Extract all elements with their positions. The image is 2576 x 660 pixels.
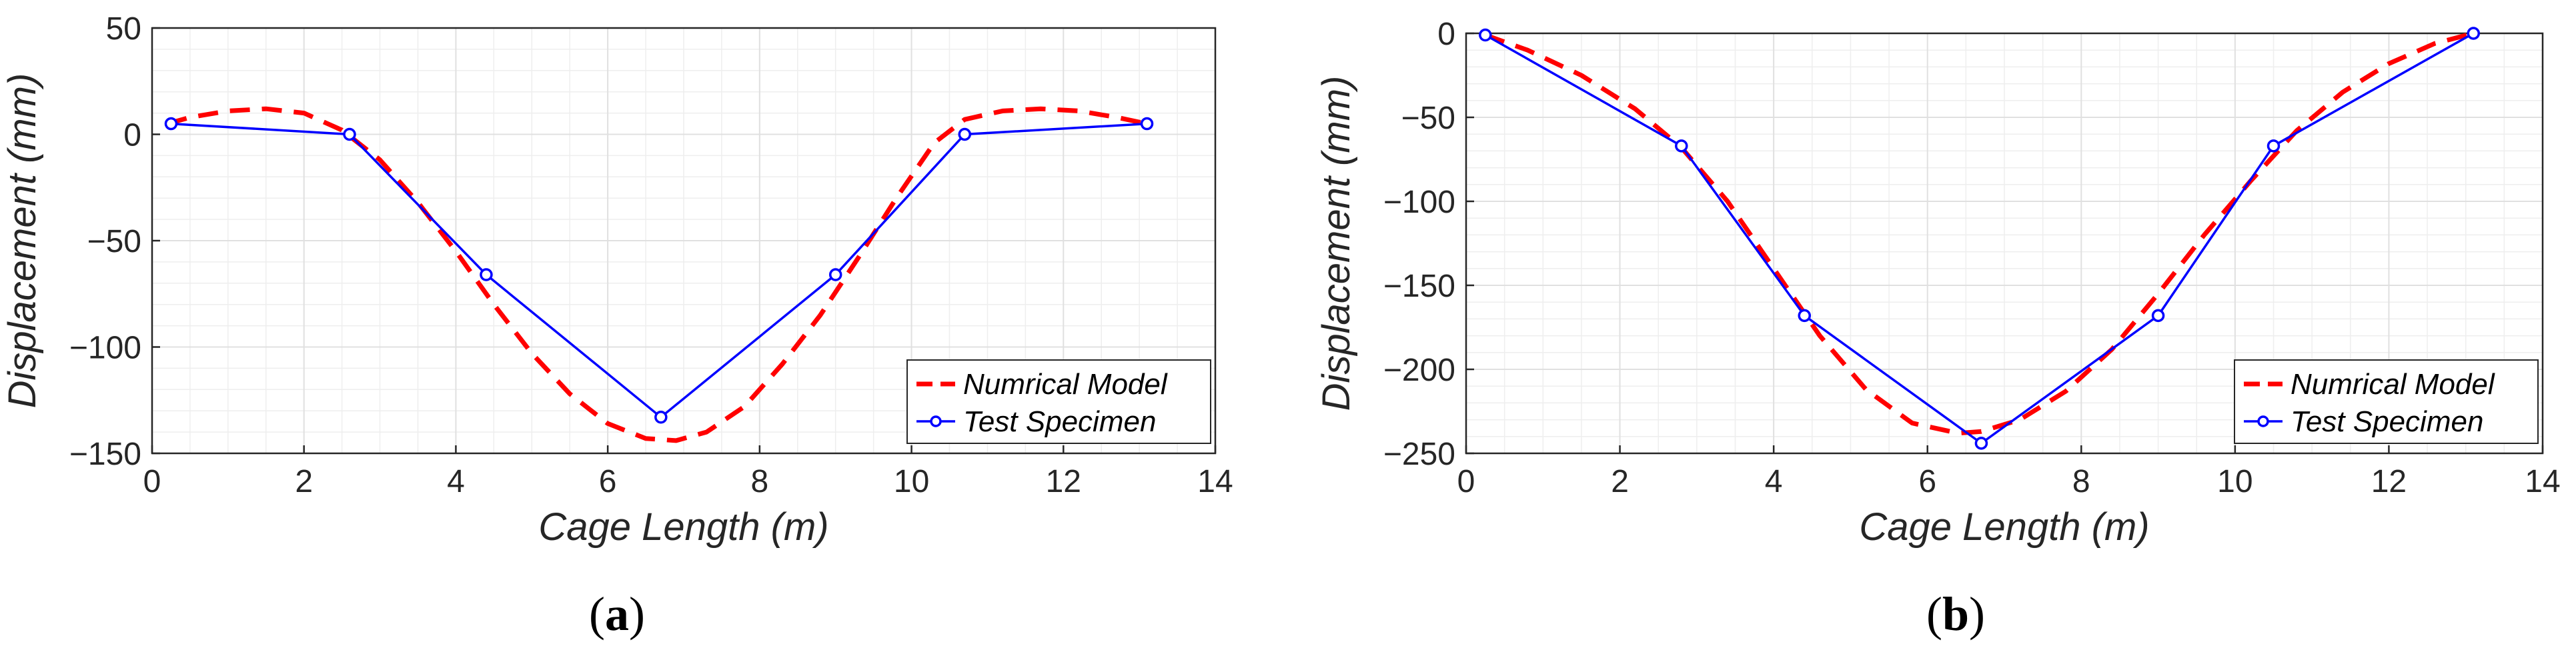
x-axis-label: Cage Length (m) [1859,505,2149,549]
legend-box [2234,359,2539,444]
x-tick-label: 2 [1611,464,1629,499]
x-tick-label: 8 [751,464,769,499]
x-tick-label: 4 [1765,464,1783,499]
x-tick-label: 8 [2072,464,2090,499]
y-tick-label: 0 [1437,17,1455,52]
y-tick-label: −250 [1383,437,1455,472]
x-tick-label: 6 [1918,464,1936,499]
test-specimen-point [2467,27,2480,40]
y-tick-label: −50 [87,224,141,259]
y-tick-label: −50 [1401,101,1455,136]
x-tick-label: 14 [1197,464,1233,499]
subfigure-caption: (a) [589,587,645,641]
chart-a: 0 2 4 6 8 10 12 14 −150 −100 −50 0 50 Cage Length (m)… [1,11,1233,641]
x-axis-label: Cage Length (m) [538,505,828,549]
test-specimen-point [1479,28,1492,42]
y-axis-label: Displacement (mm) [1315,76,1358,411]
y-axis-label: Displacement (mm) [1,73,44,409]
legend-label: Test Specimen [963,405,1156,438]
series-numerical-model-line [1484,31,2475,436]
test-specimen-point [654,411,668,424]
legend-label: Numrical Model [963,368,1168,401]
x-tick-label: 6 [599,464,617,499]
legend-label: Test Specimen [2291,405,2483,438]
test-specimen-point [480,268,493,281]
axes-frame [1465,32,2544,455]
x-tick-label: 14 [2525,464,2560,499]
y-tick-label: −150 [69,437,141,472]
legend-label: Numrical Model [2291,368,2495,401]
x-tick-label: 0 [1457,464,1475,499]
legend-swatch-marker [930,415,942,427]
test-specimen-point [2267,139,2281,153]
test-specimen-point [164,117,178,131]
x-tick-label: 12 [2371,464,2407,499]
x-tick-label: 0 [143,464,161,499]
test-specimen-point [1974,437,1988,450]
legend: Numrical Model Test Specimen [906,359,1211,444]
test-specimen-point [958,127,972,141]
test-specimen-point [1798,309,1812,323]
test-specimen-point [1140,117,1154,131]
y-tick-label: 0 [123,118,141,153]
legend: Numrical Model Test Specimen [2234,359,2539,444]
test-specimen-point [1675,139,1688,153]
x-tick-label: 12 [1046,464,1081,499]
legend-box [906,359,1211,444]
subfigure-caption: (b) [1926,587,1985,641]
y-tick-label: 50 [106,11,141,47]
y-tick-label: −150 [1383,269,1455,304]
y-tick-label: −100 [69,331,141,366]
x-tick-label: 10 [2217,464,2252,499]
x-tick-label: 2 [295,464,313,499]
y-tick-label: −100 [1383,185,1455,220]
x-tick-label: 4 [447,464,465,499]
test-specimen-point [2151,309,2165,323]
chart-b: 0 2 4 6 8 10 12 14 −250 −200 −150 −100 −50 0 Cage Leng… [1315,17,2561,641]
x-tick-label: 10 [894,464,929,499]
y-tick-label: −200 [1383,353,1455,388]
legend-swatch-marker [2257,415,2269,427]
test-specimen-point [343,127,356,141]
test-specimen-point [828,268,842,281]
